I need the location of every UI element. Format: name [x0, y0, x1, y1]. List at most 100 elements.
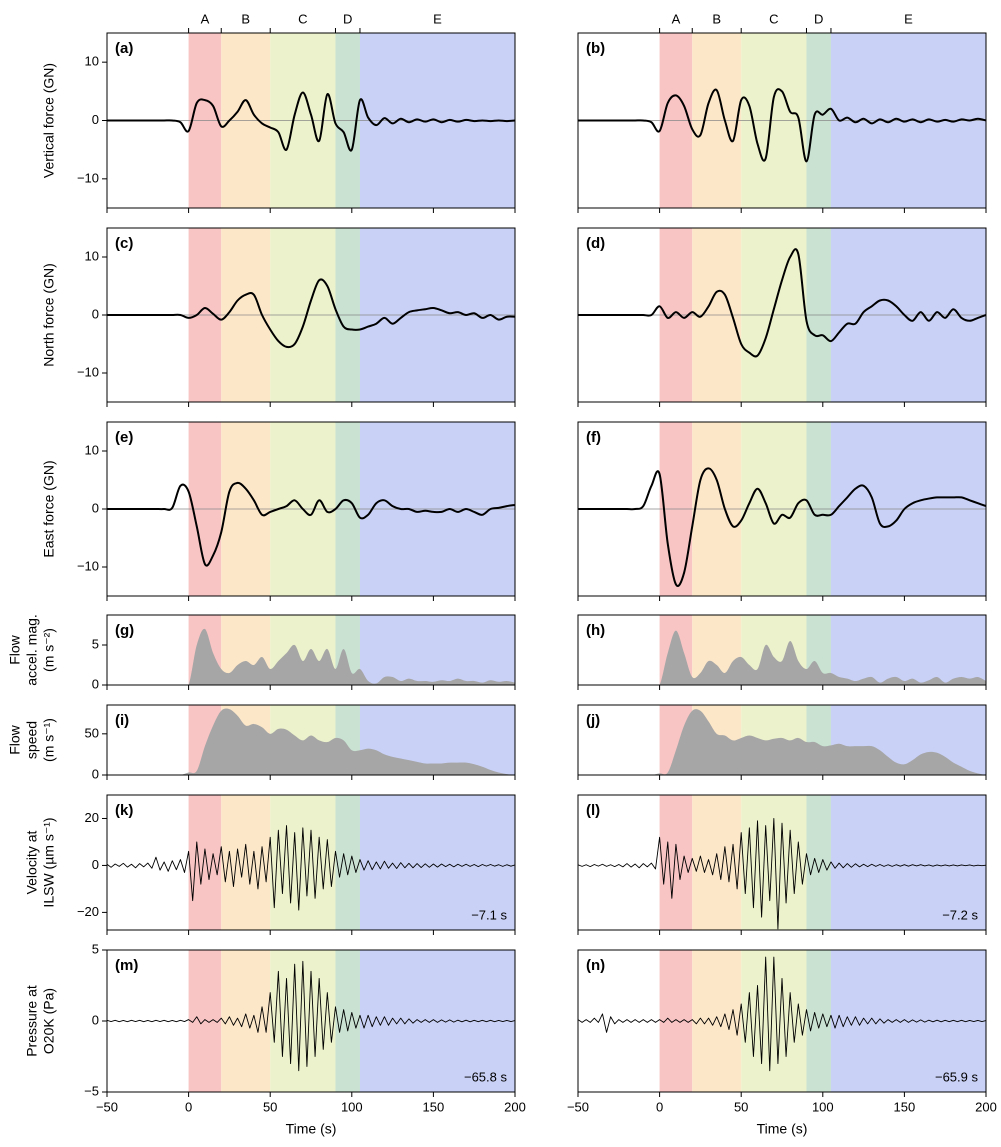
lag-annotation: −7.2 s: [942, 907, 978, 922]
phase-label: A: [672, 11, 681, 26]
panel-label: (e): [115, 429, 133, 446]
y-axis-label: North force (GN): [41, 263, 57, 366]
x-tick-label: 200: [504, 1099, 526, 1114]
phase-band: [221, 950, 271, 1092]
panel-label: (a): [115, 40, 133, 57]
y-axis-label: East force (GN): [41, 460, 57, 557]
y-axis-label: Velocity at: [24, 830, 40, 894]
trace: [578, 88, 986, 163]
panel-frame: [577, 614, 987, 686]
phase-band: [221, 795, 271, 930]
y-tick-label: −5: [84, 1083, 99, 1098]
panel-label: (d): [586, 235, 605, 252]
y-tick-label: 5: [92, 941, 99, 956]
phase-band: [806, 795, 831, 930]
panel-label: (j): [586, 712, 600, 729]
y-tick-label: 10: [85, 248, 99, 263]
y-axis-label: Flow: [7, 724, 23, 754]
phase-band: [692, 795, 742, 930]
y-axis-label: Pressure at: [24, 985, 40, 1057]
panel-label: (k): [115, 802, 133, 819]
trace: [107, 481, 515, 567]
trace: [578, 467, 986, 587]
plot-area: [107, 950, 515, 1092]
panel-frame: [106, 794, 516, 931]
plot-area: [107, 615, 515, 685]
phase-band: [692, 950, 742, 1092]
trace: [107, 91, 515, 152]
area: [578, 630, 986, 685]
y-tick-label: 5: [92, 636, 99, 651]
phase-band: [741, 950, 807, 1092]
y-tick-label: 10: [85, 54, 99, 69]
trace: [107, 278, 515, 349]
panel-label: (f): [586, 429, 601, 446]
x-tick-label: 50: [734, 1099, 748, 1114]
y-tick-label: 0: [92, 306, 99, 321]
plot-area: [578, 422, 986, 596]
plot-area: [578, 705, 986, 775]
y-tick-label: 0: [92, 1012, 99, 1027]
phase-label: D: [814, 11, 823, 26]
y-axis-label: ILSW (µm s⁻¹): [41, 817, 57, 907]
trace: [107, 825, 515, 911]
phase-band: [830, 615, 986, 685]
phase-label: B: [712, 11, 721, 26]
y-tick-label: −20: [77, 904, 99, 919]
panel-label: (h): [586, 622, 605, 639]
lag-annotation: −65.8 s: [464, 1069, 508, 1084]
phase-band: [335, 950, 360, 1092]
x-tick-label: 100: [341, 1099, 363, 1114]
phase-band: [359, 795, 515, 930]
y-axis-label: O20K (Pa): [41, 988, 57, 1054]
plot-area: [578, 795, 986, 930]
y-tick-label: 0: [92, 766, 99, 781]
lag-annotation: −65.9 s: [935, 1069, 979, 1084]
area: [107, 628, 515, 685]
y-tick-label: −10: [77, 170, 99, 185]
x-tick-label: 150: [423, 1099, 445, 1114]
phase-band: [270, 795, 336, 930]
phase-label: C: [769, 11, 778, 26]
phase-band: [806, 950, 831, 1092]
y-tick-label: 0: [92, 500, 99, 515]
plot-area: [107, 422, 515, 596]
trace: [578, 248, 986, 358]
panel-frame: [577, 704, 987, 776]
y-tick-label: 20: [85, 810, 99, 825]
plot-area: [107, 228, 515, 402]
phase-band: [659, 795, 693, 930]
phase-label: C: [298, 11, 307, 26]
phase-label: B: [241, 11, 250, 26]
x-tick-label: 0: [656, 1099, 663, 1114]
x-tick-label: 200: [975, 1099, 997, 1114]
y-tick-label: 0: [92, 857, 99, 872]
y-axis-label: Vertical force (GN): [41, 63, 57, 178]
panel-label: (b): [586, 40, 605, 57]
panel-frame: [577, 32, 987, 209]
y-axis-label: speed: [24, 721, 40, 759]
x-tick-label: −50: [567, 1099, 589, 1114]
phase-label: D: [343, 11, 352, 26]
phase-band: [830, 795, 986, 930]
x-tick-label: 50: [263, 1099, 277, 1114]
panel-label: (c): [115, 235, 133, 252]
panel-label: (i): [115, 712, 129, 729]
y-tick-label: 50: [85, 725, 99, 740]
area: [107, 708, 515, 775]
trace: [578, 956, 986, 1072]
y-axis-label: (m s⁻²): [41, 628, 57, 672]
plot-area: [107, 795, 515, 930]
x-axis-label: Time (s): [286, 1121, 337, 1137]
x-tick-label: 100: [812, 1099, 834, 1114]
x-tick-label: 0: [185, 1099, 192, 1114]
plot-area: [107, 705, 515, 775]
y-tick-label: −10: [77, 364, 99, 379]
plot-area: [578, 33, 986, 208]
panel-label: (l): [586, 802, 600, 819]
y-axis-label: Flow: [7, 634, 23, 664]
x-tick-label: 150: [894, 1099, 916, 1114]
panel-frame: [577, 949, 987, 1093]
phase-label: A: [201, 11, 210, 26]
